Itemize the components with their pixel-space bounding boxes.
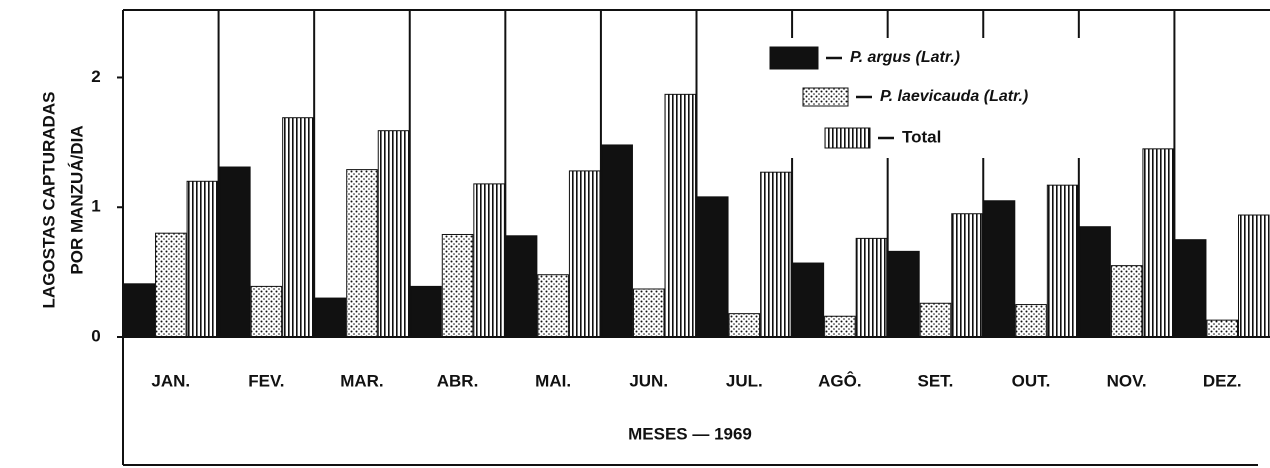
bar	[568, 170, 601, 338]
legend-label: Total	[902, 127, 941, 146]
bar	[1238, 214, 1270, 338]
x-axis-label: MESES — 1969	[628, 424, 752, 443]
bar	[1142, 148, 1174, 338]
bar	[1079, 226, 1111, 338]
legend-swatch	[802, 87, 849, 107]
x-tick-label: MAR.	[340, 371, 383, 390]
bar	[219, 166, 251, 338]
bar	[441, 233, 474, 338]
bar	[377, 130, 410, 338]
bar	[186, 180, 219, 338]
legend-swatch	[769, 46, 819, 70]
bar	[951, 213, 983, 338]
y-tick-label: 1	[91, 197, 100, 216]
x-tick-label: AGÔ.	[818, 371, 861, 390]
x-tick-label: OUT.	[1012, 371, 1051, 390]
x-tick-label: JUL.	[726, 371, 763, 390]
bar	[346, 169, 378, 338]
x-tick-label: NOV.	[1107, 371, 1147, 390]
bar	[250, 285, 283, 338]
legend-label: P. laevicauda (Latr.)	[880, 88, 1028, 105]
bar	[760, 171, 792, 338]
x-tick-label: JUN.	[629, 371, 668, 390]
bar	[664, 93, 697, 338]
bar	[855, 237, 888, 338]
legend-label: P. argus (Latr.)	[850, 49, 960, 66]
x-tick-label: MAI.	[535, 371, 571, 390]
bar	[1046, 184, 1079, 338]
y-tick-label: 0	[91, 326, 100, 345]
bar	[888, 250, 920, 338]
bar	[919, 302, 952, 338]
bar	[632, 288, 665, 338]
plot: 0 1 2 JAN. FEV. MAR. ABR. MAI. JUN. JUL. AGÔ. SET. O…	[91, 9, 1270, 466]
y-tick-label: 2	[91, 67, 100, 86]
bar	[282, 117, 314, 338]
y-axis-label: LAGOSTAS CAPTURADAS	[39, 92, 58, 309]
x-tick-label: FEV.	[248, 371, 284, 390]
bar	[1206, 319, 1239, 338]
bar	[155, 232, 187, 338]
y-axis-label: POR MANZUÁ/DIA	[67, 125, 86, 274]
bar	[697, 196, 729, 338]
bar	[123, 283, 156, 338]
bar	[792, 262, 825, 338]
x-tick-label: DEZ.	[1203, 371, 1242, 390]
x-tick-label: ABR.	[437, 371, 479, 390]
bar	[1110, 265, 1143, 338]
bar	[601, 144, 633, 338]
bar	[314, 297, 347, 338]
bar	[1015, 304, 1047, 338]
bar	[824, 315, 856, 338]
x-tick-label: JAN.	[151, 371, 190, 390]
x-tick-label: SET.	[918, 371, 954, 390]
bar	[1174, 239, 1207, 338]
bar	[537, 274, 569, 338]
bar	[473, 183, 505, 338]
bar	[410, 285, 442, 338]
bar	[505, 235, 538, 338]
bar	[983, 200, 1016, 338]
legend-swatch	[824, 127, 871, 149]
bar	[728, 313, 761, 338]
